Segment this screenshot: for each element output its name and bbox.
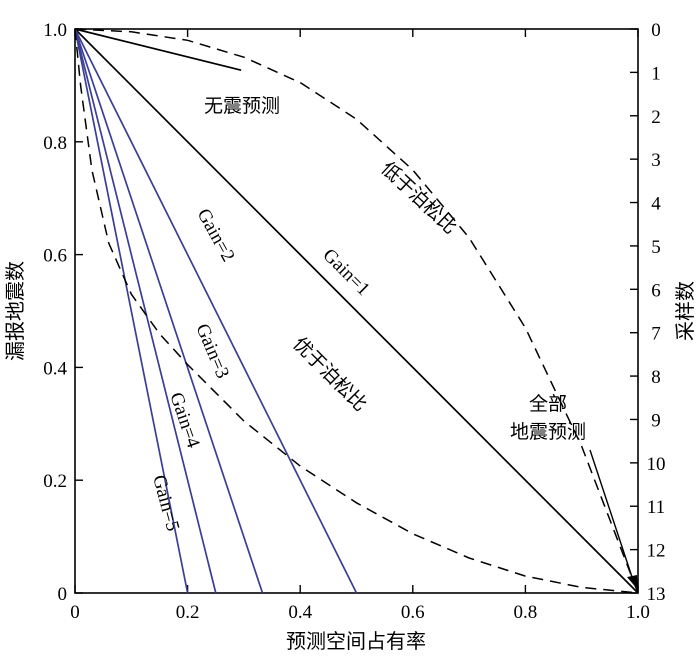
y2-tick-label: 4	[651, 194, 661, 215]
x-tick-label: 0	[70, 602, 80, 623]
y2-tick-label: 13	[647, 584, 666, 605]
y2-tick-label: 10	[647, 454, 666, 475]
annotation-all-line2: 地震预测	[510, 421, 586, 443]
series-gain-4	[74, 28, 217, 594]
series-gain-2	[74, 28, 358, 594]
y-tick-label: 0.2	[43, 471, 67, 492]
y2-tick-label: 7	[651, 324, 661, 345]
y2-axis-title: 采样数	[673, 281, 697, 341]
y2-tick-label: 2	[651, 107, 661, 128]
y2-tick-label: 1	[651, 63, 661, 84]
series-layer	[74, 28, 639, 594]
x-tick-label: 0.6	[401, 602, 425, 623]
y-tick-label: 0.4	[43, 358, 67, 379]
y-axis-ticks: 0 0.2 0.4 0.6 0.8 1.0	[43, 20, 83, 605]
x-tick-label: 0.4	[288, 602, 312, 623]
arrow-head	[627, 575, 638, 590]
series-gain-5	[74, 28, 189, 594]
y2-tick-label: 9	[651, 410, 661, 431]
y2-tick-label: 0	[651, 20, 661, 41]
label-gain-1: Gain=1	[318, 245, 373, 300]
arrow-shaft	[589, 449, 635, 584]
y2-tick-label: 3	[651, 150, 661, 171]
all-prediction-arrow	[589, 449, 638, 590]
label-gain-5: Gain=5	[148, 473, 183, 534]
y-axis-title: 漏报地震数	[3, 261, 27, 361]
annotation-better-poisson: 优于泊松比	[288, 333, 371, 416]
series-gain-1	[74, 28, 639, 594]
y-tick-label: 0.8	[43, 133, 67, 154]
annotation-no-quake: 无震预测	[204, 95, 280, 117]
y-tick-label: 1.0	[43, 20, 67, 41]
series--	[74, 28, 639, 594]
x-tick-label: 0.2	[176, 602, 200, 623]
annotation-all-line1: 全部	[529, 393, 567, 415]
y2-tick-label: 11	[647, 497, 665, 518]
x-axis-ticks: 0 0.2 0.4 0.6 0.8 1.0	[70, 29, 650, 623]
y2-tick-label: 12	[647, 541, 666, 562]
x-axis-title: 预测空间占有率	[286, 629, 426, 653]
y-tick-label: 0.6	[43, 246, 67, 267]
y2-tick-label: 5	[651, 237, 661, 258]
x-tick-label: 0.8	[514, 602, 538, 623]
series-gain-3	[74, 28, 264, 594]
series--	[74, 28, 639, 594]
y2-tick-label: 8	[651, 367, 661, 388]
y2-tick-label: 6	[651, 280, 661, 301]
annotation-below-poisson: 低于泊松比	[377, 158, 461, 239]
x-tick-label: 1.0	[626, 602, 650, 623]
label-gain-2: Gain=2	[193, 205, 239, 265]
series--	[74, 28, 242, 72]
label-gain-3: Gain=3	[191, 321, 233, 382]
y-tick-label: 0	[58, 584, 68, 605]
